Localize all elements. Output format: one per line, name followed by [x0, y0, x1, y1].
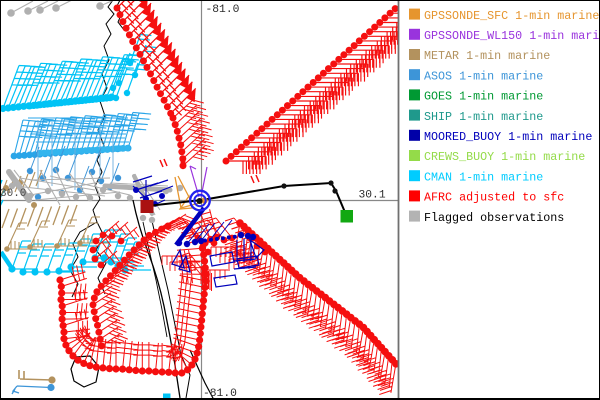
- svg-text:CMAN 1-min marine: CMAN 1-min marine: [424, 170, 543, 184]
- svg-text:Flagged observations: Flagged observations: [424, 211, 564, 225]
- svg-text:ASOS 1-min marine: ASOS 1-min marine: [424, 69, 543, 83]
- svg-text:MOORED_BUOY 1-min marine: MOORED_BUOY 1-min marine: [424, 130, 592, 144]
- svg-text:-81.0: -81.0: [206, 4, 240, 16]
- svg-text:GOES 1-min marine: GOES 1-min marine: [424, 90, 543, 104]
- svg-text:AFRC adjusted to sfc: AFRC adjusted to sfc: [424, 191, 564, 205]
- svg-text:GPSSONDE_WL150 1-min marine: GPSSONDE_WL150 1-min marine: [424, 29, 600, 43]
- svg-text:CREWS_BUOY 1-min marine: CREWS_BUOY 1-min marine: [424, 150, 585, 164]
- svg-text:-81.0: -81.0: [203, 388, 237, 400]
- svg-text:30.1: 30.1: [359, 190, 386, 202]
- svg-text:GPSSONDE_SFC 1-min marine: GPSSONDE_SFC 1-min marine: [424, 9, 599, 23]
- svg-text:METAR 1-min marine: METAR 1-min marine: [424, 49, 550, 63]
- svg-text:30.0: 30.0: [0, 188, 26, 200]
- svg-text:SHIP 1-min marine: SHIP 1-min marine: [424, 110, 543, 124]
